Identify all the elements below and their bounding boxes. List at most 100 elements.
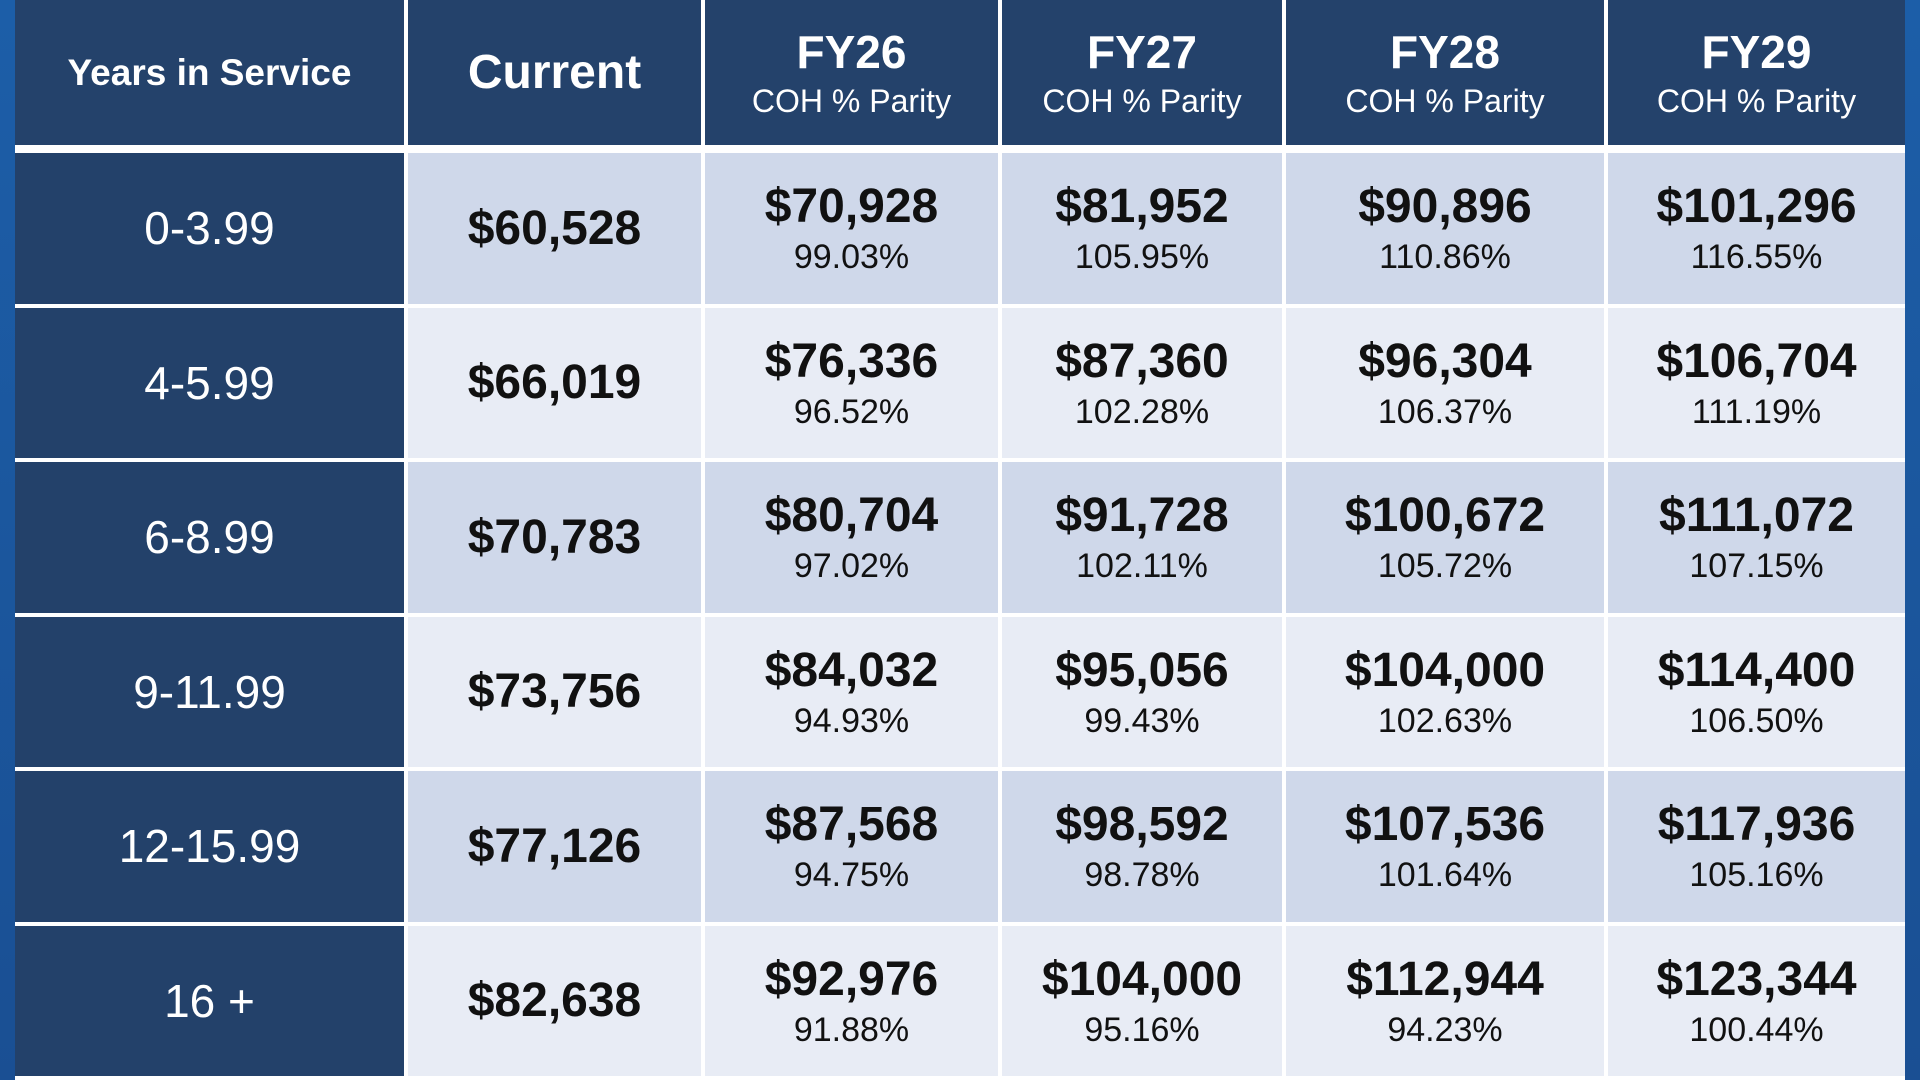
header-year-column: FY26 COH % Parity <box>705 0 998 145</box>
years-label: 6-8.99 <box>15 462 404 613</box>
salary-amount: $111,072 <box>1659 489 1854 543</box>
parity-percent: 116.55% <box>1690 238 1823 277</box>
projection-cell: $98,592 98.78% <box>1002 771 1282 922</box>
projection-cell: $76,336 96.52% <box>705 307 998 458</box>
projection-cell: $123,344 100.44% <box>1608 925 1905 1076</box>
salary-amount: $70,928 <box>764 180 939 234</box>
salary-amount: $81,952 <box>1055 180 1229 234</box>
projection-cell: $117,936 105.16% <box>1608 771 1905 922</box>
years-label: 0-3.99 <box>15 153 404 304</box>
projection-cell: $101,296 116.55% <box>1608 153 1905 304</box>
salary-amount: $112,944 <box>1346 952 1544 1006</box>
salary-amount: $123,344 <box>1656 952 1857 1006</box>
salary-amount: $104,000 <box>1344 643 1546 697</box>
years-label: 9-11.99 <box>15 616 404 767</box>
parity-percent: 98.78% <box>1084 856 1200 895</box>
header-title: FY27 <box>1087 26 1197 78</box>
projection-cell: $95,056 99.43% <box>1002 616 1282 767</box>
current-salary: $73,756 <box>408 616 701 767</box>
parity-percent: 95.16% <box>1084 1010 1200 1049</box>
header-year-column: FY28 COH % Parity <box>1286 0 1604 145</box>
projection-cell: $87,360 102.28% <box>1002 307 1282 458</box>
parity-percent: 105.16% <box>1689 856 1824 895</box>
projection-cell: $81,952 105.95% <box>1002 153 1282 304</box>
salary-amount: $90,896 <box>1358 180 1532 234</box>
projection-cell: $114,400 106.50% <box>1608 616 1905 767</box>
parity-percent: 94.93% <box>793 701 910 740</box>
header-year-column: FY27 COH % Parity <box>1002 0 1282 145</box>
header-year-column: FY29 COH % Parity <box>1608 0 1905 145</box>
parity-percent: 99.03% <box>793 238 910 277</box>
current-salary: $77,126 <box>408 771 701 922</box>
salary-amount: $87,568 <box>764 798 939 852</box>
parity-percent: 111.19% <box>1691 392 1822 431</box>
years-label: 4-5.99 <box>15 307 404 458</box>
salary-amount: $104,000 <box>1041 952 1243 1006</box>
projection-cell: $90,896 110.86% <box>1286 153 1604 304</box>
parity-percent: 101.64% <box>1377 856 1513 895</box>
projection-cell: $112,944 94.23% <box>1286 925 1604 1076</box>
salary-amount: $96,304 <box>1358 334 1532 388</box>
parity-percent: 102.28% <box>1074 392 1210 431</box>
parity-percent: 94.75% <box>793 856 910 895</box>
current-salary: $70,783 <box>408 462 701 613</box>
header-subtitle: COH % Parity <box>1042 83 1242 119</box>
parity-percent: 96.52% <box>793 392 910 431</box>
projection-cell: $80,704 97.02% <box>705 462 998 613</box>
salary-amount: $80,704 <box>764 489 939 543</box>
header-subtitle: COH % Parity <box>1345 83 1545 119</box>
salary-amount: $95,056 <box>1055 643 1229 697</box>
years-label: 16 + <box>15 925 404 1076</box>
parity-percent: 102.63% <box>1377 701 1513 740</box>
parity-percent: 94.23% <box>1387 1010 1503 1049</box>
projection-cell: $87,568 94.75% <box>705 771 998 922</box>
projection-cell: $96,304 106.37% <box>1286 307 1604 458</box>
projection-cell: $104,000 102.63% <box>1286 616 1604 767</box>
parity-percent: 91.88% <box>793 1010 910 1049</box>
salary-amount: $98,592 <box>1055 798 1229 852</box>
parity-percent: 106.37% <box>1377 392 1513 431</box>
projection-cell: $111,072 107.15% <box>1608 462 1905 613</box>
salary-amount: $84,032 <box>764 643 939 697</box>
header-title: FY28 <box>1390 26 1500 78</box>
projection-cell: $91,728 102.11% <box>1002 462 1282 613</box>
projection-cell: $70,928 99.03% <box>705 153 998 304</box>
salary-amount: $92,976 <box>764 952 939 1006</box>
parity-percent: 102.11% <box>1076 547 1208 586</box>
parity-percent: 106.50% <box>1689 701 1824 740</box>
projection-cell: $84,032 94.93% <box>705 616 998 767</box>
parity-percent: 105.72% <box>1377 547 1513 586</box>
projection-cell: $107,536 101.64% <box>1286 771 1604 922</box>
parity-percent: 107.15% <box>1689 547 1824 586</box>
parity-percent: 110.86% <box>1379 238 1511 277</box>
header-title: FY29 <box>1701 26 1812 78</box>
projection-cell: $100,672 105.72% <box>1286 462 1604 613</box>
salary-amount: $91,728 <box>1055 489 1229 543</box>
salary-table: Years in Service Current FY26 COH % Parity F… <box>15 0 1905 1080</box>
current-salary: $60,528 <box>408 153 701 304</box>
salary-amount: $100,672 <box>1344 489 1546 543</box>
current-salary: $82,638 <box>408 925 701 1076</box>
parity-percent: 105.95% <box>1074 238 1210 277</box>
projection-cell: $92,976 91.88% <box>705 925 998 1076</box>
parity-percent: 100.44% <box>1689 1010 1824 1049</box>
projection-cell: $106,704 111.19% <box>1608 307 1905 458</box>
salary-amount: $114,400 <box>1657 643 1856 697</box>
salary-amount: $117,936 <box>1657 798 1856 852</box>
salary-amount: $101,296 <box>1656 180 1857 234</box>
header-subtitle: COH % Parity <box>1656 83 1857 119</box>
salary-amount: $76,336 <box>764 334 939 388</box>
header-current: Current <box>408 0 701 145</box>
salary-amount: $106,704 <box>1656 334 1857 388</box>
years-label: 12-15.99 <box>15 771 404 922</box>
parity-percent: 97.02% <box>793 547 910 586</box>
salary-amount: $87,360 <box>1055 334 1229 388</box>
salary-amount: $107,536 <box>1344 798 1546 852</box>
projection-cell: $104,000 95.16% <box>1002 925 1282 1076</box>
header-years: Years in Service <box>15 0 404 145</box>
current-salary: $66,019 <box>408 307 701 458</box>
parity-percent: 99.43% <box>1084 701 1200 740</box>
header-subtitle: COH % Parity <box>751 83 952 119</box>
header-title: FY26 <box>796 26 907 78</box>
